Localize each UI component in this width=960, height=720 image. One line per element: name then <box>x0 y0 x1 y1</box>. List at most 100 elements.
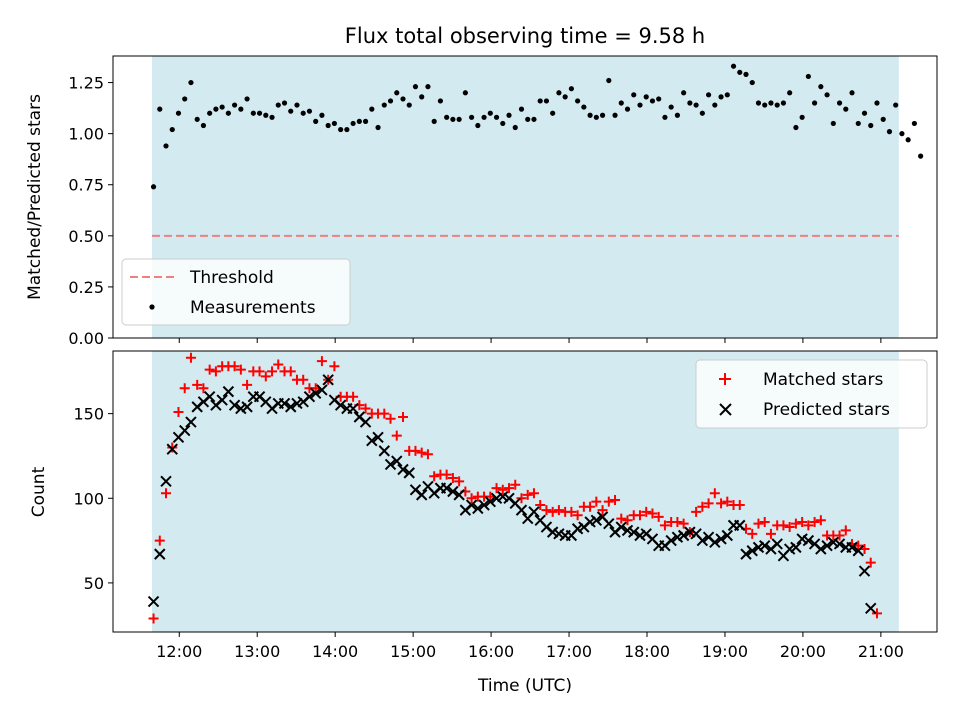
matched-star-point <box>154 535 165 546</box>
matched-star-point <box>210 366 221 377</box>
matched-star-point <box>185 352 196 363</box>
predicted-star-point <box>309 387 322 400</box>
measurement-point <box>319 112 325 118</box>
measurement-point <box>313 118 319 124</box>
matched-star-point <box>348 391 359 402</box>
matched-star-point <box>734 500 745 511</box>
legend-threshold-label: Threshold <box>189 268 274 288</box>
measurement-point <box>868 122 874 129</box>
measurement-point <box>812 100 818 106</box>
matched-star-point <box>622 515 633 526</box>
x-tick-label: 20:00 <box>780 642 826 661</box>
predicted-star-point <box>359 416 372 428</box>
matched-star-point <box>871 608 882 619</box>
measurement-point <box>681 90 687 96</box>
measurement-point <box>762 102 768 108</box>
matched-star-point <box>516 493 527 504</box>
measurement-point <box>263 112 269 118</box>
matched-star-point <box>229 361 240 372</box>
measurement-point <box>855 120 861 127</box>
predicted-star-point <box>721 529 734 542</box>
measurement-point <box>294 102 300 108</box>
x-tick-label: 17:00 <box>546 642 592 661</box>
measurement-point <box>375 124 381 131</box>
predicted-star-point <box>185 416 197 428</box>
measurement-point <box>338 126 344 133</box>
matched-star-point <box>504 483 515 494</box>
axes-frame <box>112 350 938 633</box>
measurement-point <box>575 98 581 104</box>
predicted-star-point <box>746 545 758 557</box>
measurement-point <box>344 126 350 133</box>
predicted-star-point <box>316 384 328 396</box>
matched-star-point <box>267 366 278 377</box>
matched-star-point <box>709 488 720 499</box>
x-tick-label: 12:00 <box>156 642 202 661</box>
predicted-star-point <box>846 541 858 554</box>
measurement-point <box>225 110 231 116</box>
matched-star-point <box>716 498 727 509</box>
chart-title: Flux total observing time = 9.58 h <box>345 24 705 48</box>
legend-predicted-swatch <box>719 403 732 416</box>
x-tick-label: 19:00 <box>702 642 748 661</box>
x-tick-label: 18:00 <box>624 642 670 661</box>
measurement-point <box>768 100 774 106</box>
legend-box <box>121 258 351 326</box>
measurement-point <box>462 90 468 96</box>
predicted-star-point <box>852 545 864 557</box>
matched-star-point <box>260 371 271 382</box>
predicted-star-point <box>790 541 802 554</box>
y-tick-label: 0.25 <box>68 278 104 297</box>
measurement-point <box>880 116 886 122</box>
matched-star-point <box>148 613 159 624</box>
measurement-point <box>157 106 163 112</box>
matched-star-point <box>603 496 614 507</box>
matched-star-point <box>784 522 795 533</box>
matched-star-point <box>572 510 583 521</box>
measurement-point <box>425 84 431 90</box>
matched-star-point <box>329 361 340 372</box>
matched-star-point <box>790 518 801 529</box>
matched-star-point <box>803 520 814 531</box>
measurement-point <box>631 92 637 98</box>
y-tick-label: 1.00 <box>68 125 104 144</box>
predicted-star-point <box>322 374 334 386</box>
measurement-point <box>624 106 631 112</box>
measurement-point <box>194 116 200 122</box>
measurement-point <box>793 124 799 131</box>
matched-star-point <box>722 496 733 507</box>
matched-star-point <box>510 479 521 490</box>
matched-star-point <box>298 374 309 385</box>
measurement-point <box>774 102 780 108</box>
predicted-star-point <box>833 538 846 550</box>
x-tick-label: 14:00 <box>312 642 358 661</box>
matched-star-point <box>192 379 203 390</box>
matched-star-point <box>316 356 327 367</box>
measurement-point <box>356 118 362 124</box>
matched-star-point <box>466 493 477 504</box>
measurement-point <box>911 120 917 127</box>
measurement-point <box>163 143 169 149</box>
measurement-point <box>836 100 843 106</box>
predicted-star-point <box>759 539 771 552</box>
predicted-star-point <box>403 467 415 479</box>
measurement-point <box>918 153 924 159</box>
measurement-point <box>387 98 394 104</box>
matched-star-point <box>497 484 508 495</box>
predicted-star-point <box>515 504 528 516</box>
matched-star-point <box>566 506 577 517</box>
measurement-point <box>419 94 425 100</box>
predicted-star-point <box>216 394 228 406</box>
matched-star-point <box>422 449 433 460</box>
predicted-star-point <box>478 499 490 511</box>
measurement-point <box>450 116 456 122</box>
measurement-point <box>481 114 487 120</box>
matched-star-point <box>809 516 820 527</box>
predicted-star-point <box>472 502 484 515</box>
measurement-point <box>849 90 855 96</box>
legend-matched-swatch <box>719 373 731 385</box>
measurement-point <box>899 131 905 137</box>
measurement-point <box>649 98 656 104</box>
matched-star-point <box>447 472 458 483</box>
predicted-star-point <box>603 517 615 530</box>
